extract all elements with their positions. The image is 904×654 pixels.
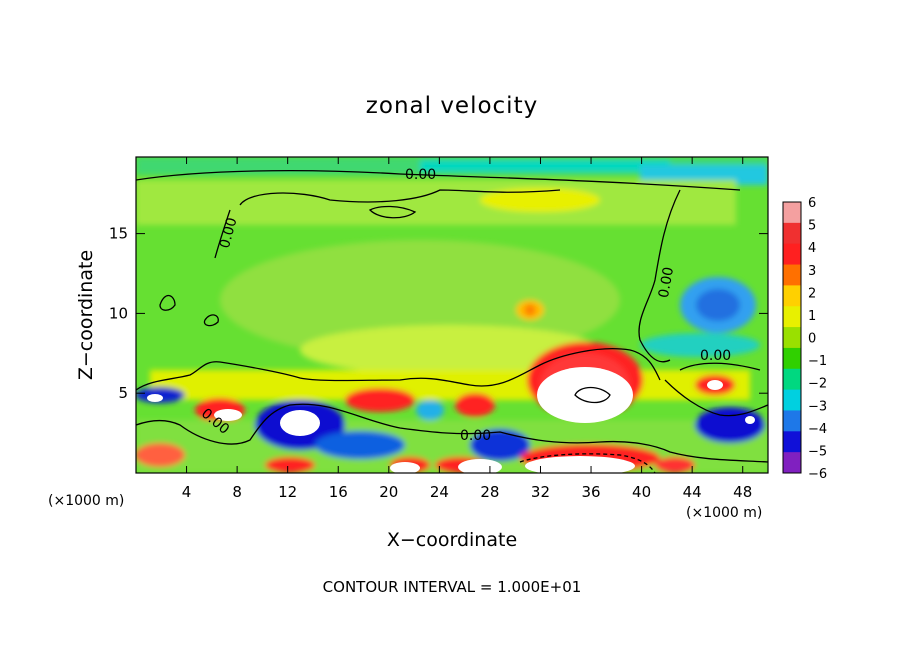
colorbar-swatch <box>783 222 801 245</box>
colorbar-label: 3 <box>808 264 816 279</box>
x-tick-label: 36 <box>581 483 600 501</box>
colorbar-label: −4 <box>808 422 827 437</box>
colorbar-label: −6 <box>808 467 827 482</box>
y-axis: 5 10 15 <box>109 225 768 402</box>
colorbar-label: −2 <box>808 377 827 392</box>
x-axis: 4 8 12 16 20 24 28 32 36 40 44 48 <box>182 157 752 501</box>
colorbar-swatch <box>783 410 801 432</box>
contour-label: 0.00 <box>656 266 677 299</box>
colorbar-swatch <box>783 306 801 328</box>
colorbar-label: 5 <box>808 219 816 234</box>
y-tick-label: 10 <box>109 304 128 322</box>
colorbar-swatch <box>783 347 801 370</box>
colorbar-swatch <box>783 285 801 307</box>
x-tick-label: 28 <box>480 483 499 501</box>
contour-label: 0.00 <box>460 428 491 444</box>
colorbar-label: −5 <box>808 444 827 459</box>
colorbar-swatch <box>783 368 801 391</box>
colorbar-swatch <box>783 389 801 411</box>
x-tick-label: 8 <box>232 483 242 501</box>
contour-label: 0.00 <box>405 167 436 183</box>
colorbar-frame <box>782 201 802 474</box>
x-tick-label: 20 <box>379 483 398 501</box>
colorbar-swatch <box>783 452 801 474</box>
x-tick-label: 48 <box>733 483 752 501</box>
x-unit-label-right: (×1000 m) <box>686 505 762 521</box>
colorbar-label: 0 <box>808 332 816 347</box>
colorbar-label: −3 <box>808 399 827 414</box>
contour-lines <box>136 169 768 473</box>
colorbar-swatch <box>783 431 801 453</box>
x-unit-label-left: (×1000 m) <box>48 493 124 509</box>
y-tick-label: 5 <box>118 384 128 402</box>
y-tick-label: 15 <box>109 225 128 243</box>
x-tick-label: 40 <box>632 483 651 501</box>
x-tick-label: 16 <box>329 483 348 501</box>
colorbar-label: 6 <box>808 196 816 211</box>
x-tick-label: 32 <box>531 483 550 501</box>
x-tick-label: 24 <box>430 483 449 501</box>
colorbar-swatch <box>783 243 801 266</box>
colorbar-label: 4 <box>808 241 816 256</box>
colorbar-swatch <box>783 202 801 224</box>
heatmap-field <box>136 157 768 473</box>
x-tick-label: 44 <box>683 483 702 501</box>
chart-title: zonal velocity <box>366 93 538 119</box>
colorbar-swatch <box>783 327 801 349</box>
x-tick-label: 4 <box>182 483 192 501</box>
contour-label: 0.00 <box>217 216 241 250</box>
contour-label-group: 0.00 0.00 0.00 0.00 0.00 0.00 <box>198 167 731 444</box>
contour-interval-footer: CONTOUR INTERVAL = 1.000E+01 <box>323 578 582 596</box>
contour-label: 0.00 <box>700 348 731 364</box>
y-axis-label: Z−coordinate <box>75 250 97 380</box>
colorbar-label: −1 <box>808 354 827 369</box>
x-axis-label: X−coordinate <box>387 529 517 551</box>
x-tick-label: 12 <box>278 483 297 501</box>
colorbar: 6 5 4 3 2 1 0 −1 −2 −3 −4 −5 −6 <box>782 196 827 482</box>
colorbar-label: 2 <box>808 286 816 301</box>
colorbar-label: 1 <box>808 309 816 324</box>
colorbar-swatch <box>783 264 801 286</box>
plot-frame <box>135 156 769 474</box>
